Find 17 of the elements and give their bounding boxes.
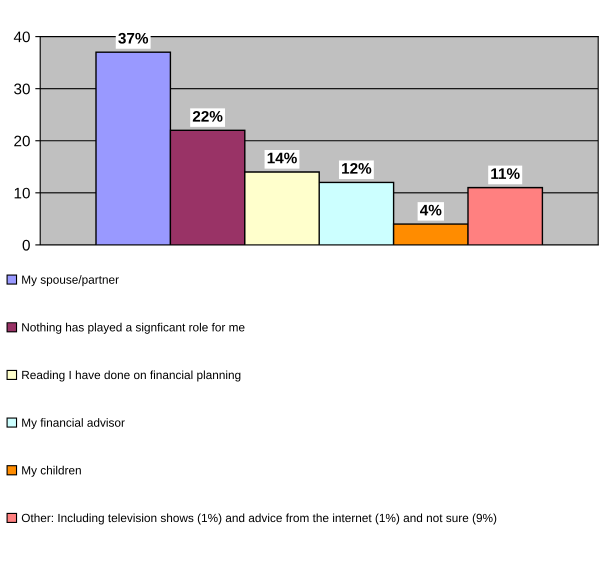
legend-label: Nothing has played a signficant role for me [22, 322, 244, 334]
data-label: 22% [192, 110, 222, 122]
legend-label: My spouse/partner [22, 275, 119, 286]
y-tick-label: 10 [14, 188, 30, 199]
data-label: 14% [268, 152, 297, 164]
legend-label: My children [22, 466, 81, 477]
legend-label: My financial advisor [22, 418, 125, 430]
legend-label: Reading I have done on financial planning [22, 370, 240, 382]
data-label: 11% [491, 168, 520, 180]
y-tick-label: 40 [14, 31, 30, 42]
data-label: 12% [342, 163, 372, 174]
legend-label: Other: Including television shows (1%) and advice from the internet (1%) and not sure (9%) [22, 513, 496, 524]
y-tick-label: 30 [14, 84, 30, 94]
data-label: 37% [118, 32, 148, 44]
y-tick-label: 0 [22, 240, 30, 251]
data-label: 4% [420, 204, 442, 216]
y-tick-label: 20 [14, 136, 30, 146]
